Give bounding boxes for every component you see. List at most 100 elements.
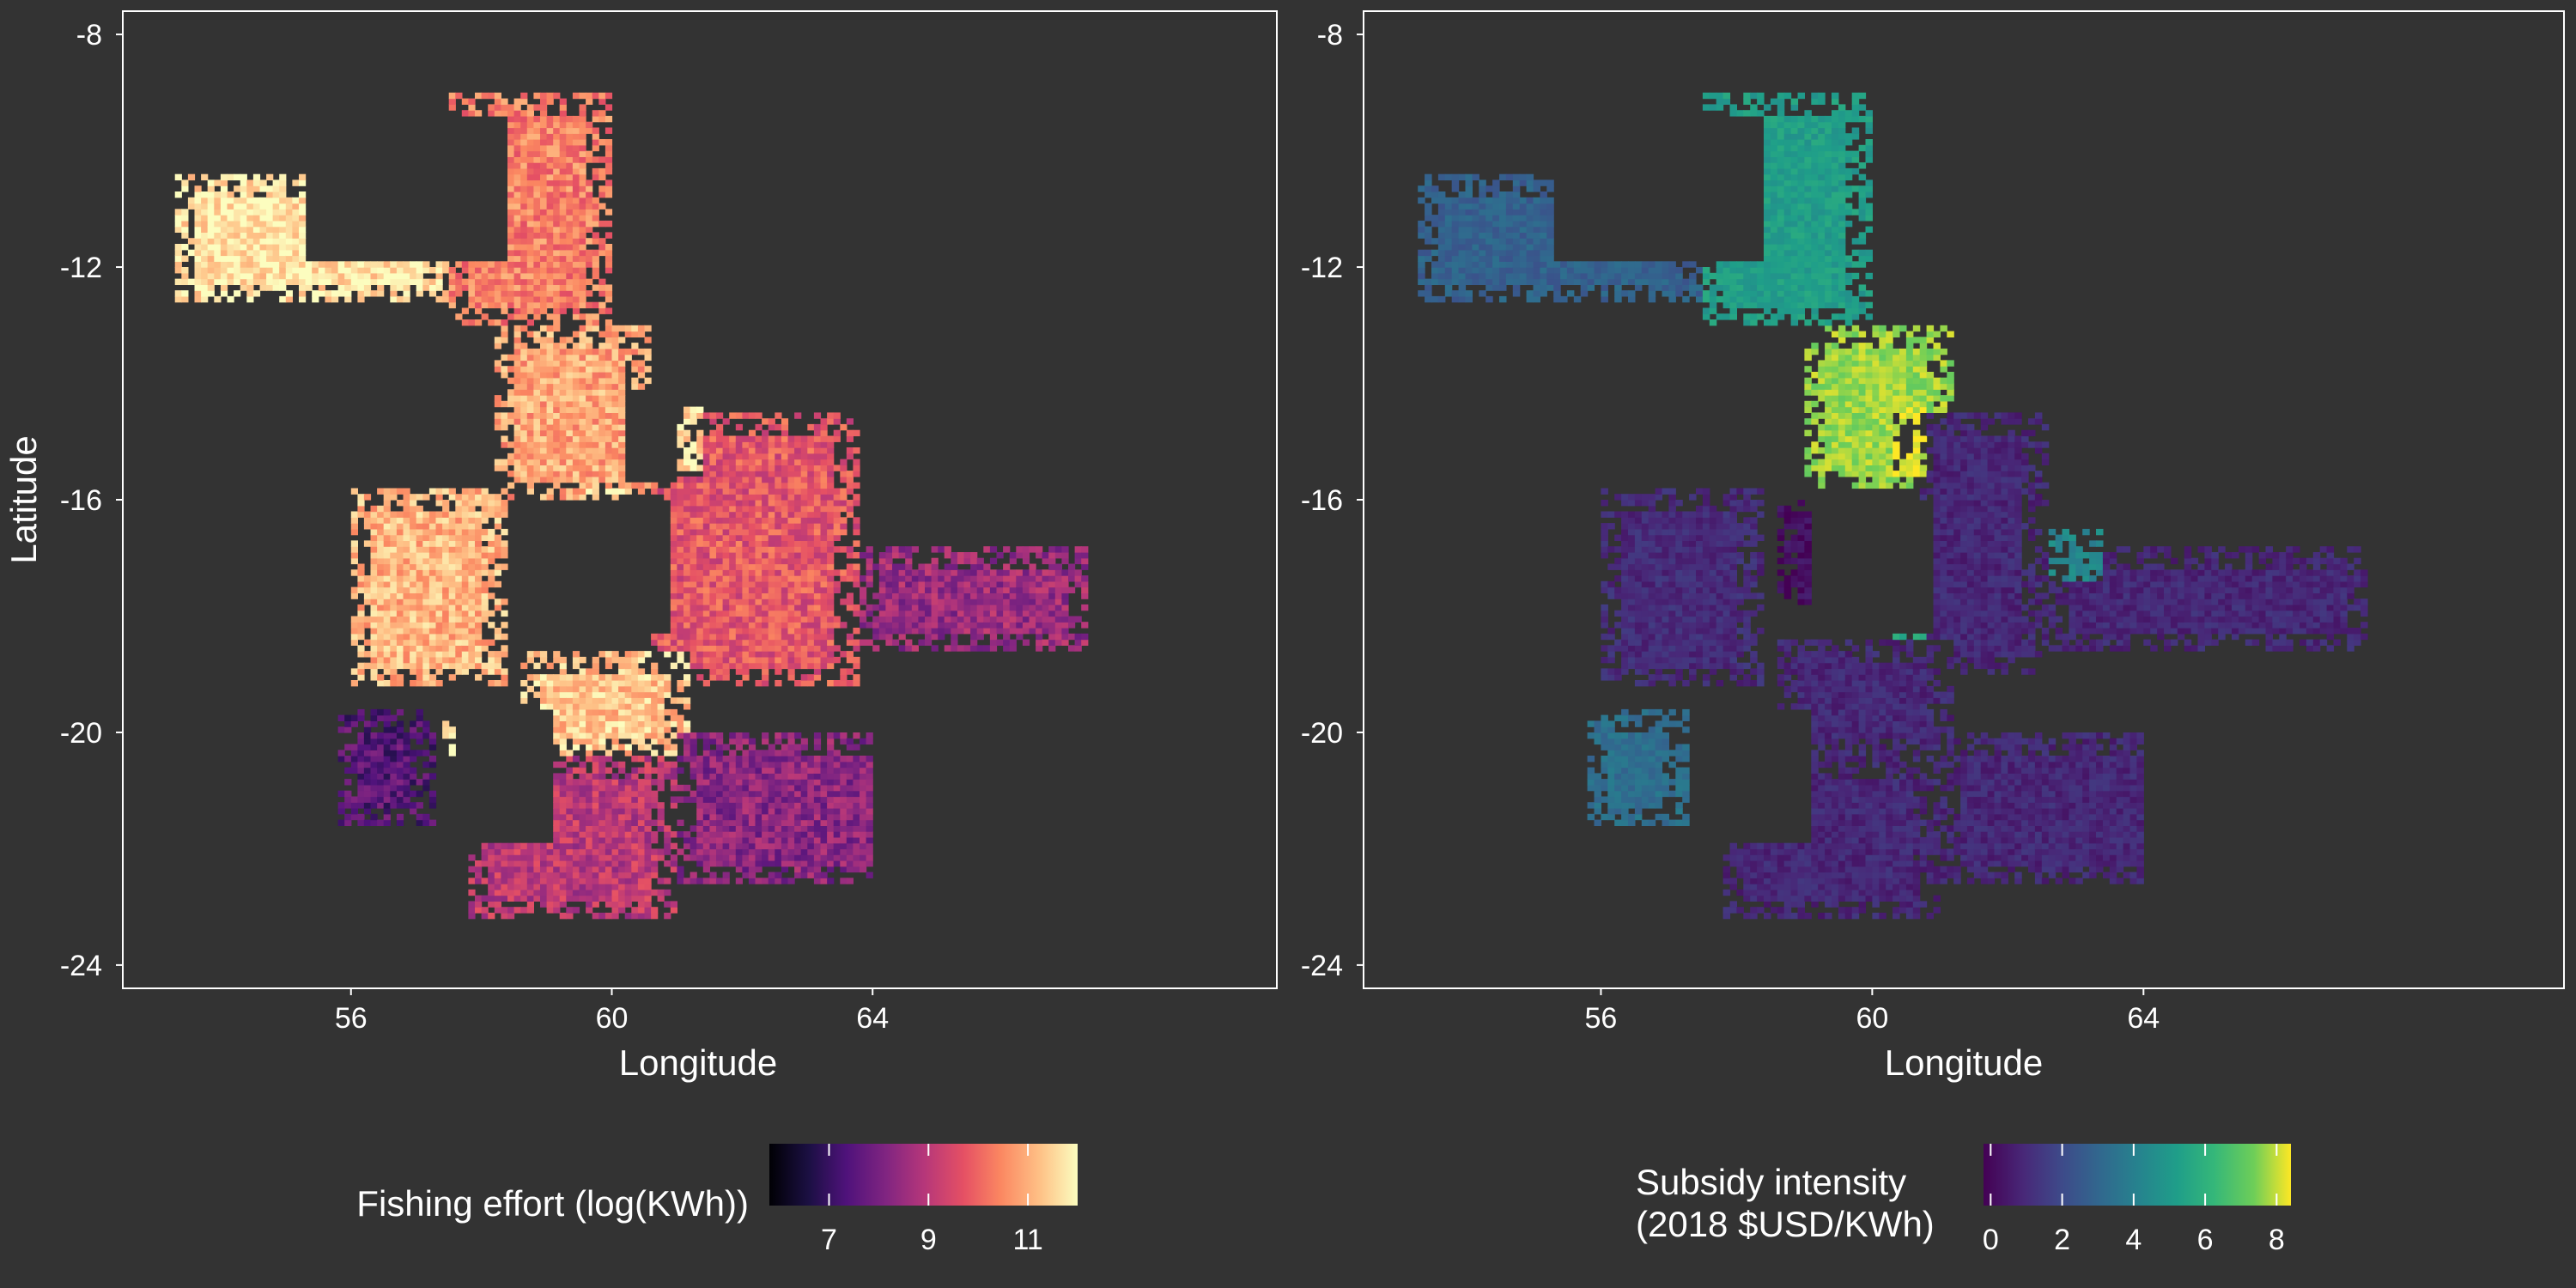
heatmap-cell xyxy=(729,592,737,599)
heatmap-cell xyxy=(234,238,241,245)
heatmap-cell xyxy=(442,546,450,553)
heatmap-cell xyxy=(735,808,743,815)
heatmap-cell xyxy=(611,802,619,809)
heatmap-cell xyxy=(598,412,606,419)
heatmap-cell xyxy=(455,534,463,541)
heatmap-cell xyxy=(553,802,561,809)
heatmap-cell xyxy=(827,569,835,576)
heatmap-cell xyxy=(553,313,561,320)
heatmap-cell xyxy=(742,557,750,565)
heatmap-cell xyxy=(709,482,717,489)
heatmap-cell xyxy=(572,167,580,175)
heatmap-cell xyxy=(820,540,828,547)
heatmap-cell xyxy=(618,860,626,867)
heatmap-cell xyxy=(683,494,691,501)
heatmap-cell xyxy=(592,203,599,210)
heatmap-cell xyxy=(755,488,762,495)
heatmap-cell xyxy=(651,714,659,721)
heatmap-cell xyxy=(475,488,483,495)
heatmap-cell xyxy=(350,750,358,756)
heatmap-cell xyxy=(800,842,808,850)
heatmap-cell xyxy=(605,115,613,123)
heatmap-cell xyxy=(598,220,606,228)
heatmap-cell xyxy=(377,505,385,513)
heatmap-cell xyxy=(403,738,410,745)
heatmap-cell xyxy=(579,255,586,262)
heatmap-cell xyxy=(540,423,548,431)
heatmap-cell xyxy=(579,406,586,413)
heatmap-cell xyxy=(513,459,521,465)
heatmap-cell xyxy=(775,633,782,641)
heatmap-cell xyxy=(696,773,704,780)
heatmap-cell xyxy=(794,779,802,786)
heatmap-cell xyxy=(762,435,769,442)
heatmap-cell xyxy=(553,773,561,780)
heatmap-cell xyxy=(377,633,385,641)
heatmap-cell xyxy=(513,366,521,373)
heatmap-cell xyxy=(794,500,802,507)
heatmap-cell xyxy=(526,895,534,902)
heatmap-cell xyxy=(813,802,822,809)
heatmap-cell xyxy=(644,813,652,821)
heatmap-cell xyxy=(540,884,548,890)
heatmap-cell xyxy=(781,423,789,431)
heatmap-cell xyxy=(422,656,430,664)
heatmap-cell xyxy=(586,685,593,693)
heatmap-cell xyxy=(442,488,450,495)
heatmap-cell xyxy=(220,255,228,262)
heatmap-cell xyxy=(755,756,762,762)
heatmap-cell xyxy=(416,284,423,291)
heatmap-cell xyxy=(787,586,795,593)
heatmap-cell xyxy=(572,272,580,280)
heatmap-cell xyxy=(383,546,391,553)
heatmap-cell xyxy=(246,226,254,233)
heatmap-cell xyxy=(586,796,593,803)
heatmap-cell xyxy=(592,423,599,431)
heatmap-cell xyxy=(526,848,534,855)
heatmap-cell xyxy=(579,860,586,867)
heatmap-cell xyxy=(572,790,580,798)
heatmap-cell xyxy=(762,628,769,635)
heatmap-cell xyxy=(605,808,613,815)
heatmap-cell xyxy=(820,476,828,483)
heatmap-cell xyxy=(742,860,750,867)
heatmap-cell xyxy=(410,546,417,553)
heatmap-cell xyxy=(579,343,586,349)
heatmap-cell xyxy=(690,825,697,832)
heatmap-cell xyxy=(696,790,704,798)
heatmap-cell xyxy=(762,488,769,495)
heatmap-cell xyxy=(526,179,534,186)
heatmap-cell xyxy=(553,127,561,134)
heatmap-cell xyxy=(787,656,795,664)
heatmap-cell xyxy=(363,523,372,530)
heatmap-cell xyxy=(494,523,501,530)
heatmap-cell xyxy=(651,802,659,809)
heatmap-cell xyxy=(299,272,307,280)
heatmap-cell xyxy=(572,738,580,745)
heatmap-cell xyxy=(448,639,456,646)
heatmap-cell xyxy=(526,429,534,437)
heatmap-cell xyxy=(586,354,593,361)
heatmap-cell xyxy=(586,203,593,210)
heatmap-cell xyxy=(748,441,756,448)
heatmap-cell xyxy=(533,651,541,658)
heatmap-cell xyxy=(670,563,677,570)
heatmap-cell xyxy=(657,779,665,786)
heatmap-cell xyxy=(507,884,515,890)
heatmap-cell xyxy=(729,784,737,792)
heatmap-cell xyxy=(214,295,222,303)
heatmap-cell xyxy=(586,901,593,908)
heatmap-cell xyxy=(305,284,313,291)
heatmap-cell xyxy=(526,459,534,465)
heatmap-cell xyxy=(611,895,619,902)
heatmap-cell xyxy=(690,459,697,465)
heatmap-cell xyxy=(475,674,483,681)
heatmap-cell xyxy=(526,860,534,867)
heatmap-cell xyxy=(272,261,280,268)
heatmap-cell xyxy=(220,209,228,216)
heatmap-cell xyxy=(533,360,541,367)
heatmap-cell xyxy=(800,459,808,465)
heatmap-cell xyxy=(702,750,710,756)
heatmap-cell xyxy=(553,732,561,739)
heatmap-cell xyxy=(644,836,652,844)
